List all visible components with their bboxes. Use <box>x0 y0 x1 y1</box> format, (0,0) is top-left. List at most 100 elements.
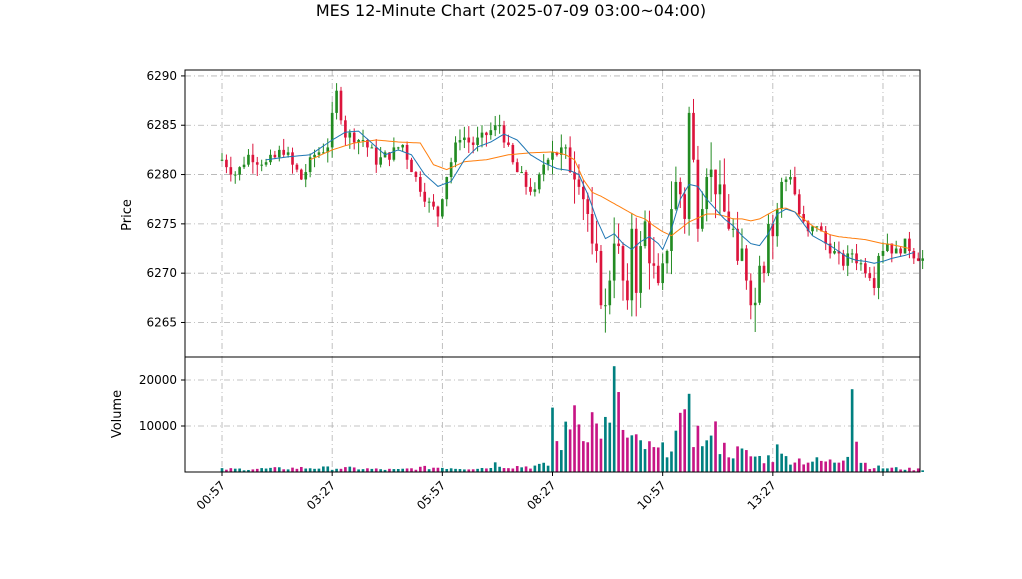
candle-body <box>758 265 761 303</box>
volume-bar <box>357 469 360 472</box>
candle <box>894 240 898 254</box>
candle <box>255 156 259 176</box>
candle-body <box>555 152 559 155</box>
candle <box>661 253 664 291</box>
candle <box>498 114 501 134</box>
volume-bar <box>775 444 779 472</box>
volume-bar <box>352 467 356 472</box>
candle <box>692 98 695 163</box>
candle <box>286 146 290 158</box>
volume-bar <box>718 454 722 472</box>
candle <box>511 142 515 165</box>
candle <box>449 157 453 184</box>
volume-bar <box>586 442 590 472</box>
candle-body <box>630 228 634 301</box>
volume-bar <box>339 468 343 472</box>
candle-body <box>533 189 537 192</box>
ma-slow-line <box>309 139 910 249</box>
candle <box>467 126 471 153</box>
candle <box>507 134 510 147</box>
candle-body <box>295 164 299 170</box>
candle-body <box>564 147 568 149</box>
volume-bar <box>617 392 620 472</box>
volume-tick-label: 20000 <box>139 373 177 387</box>
volume-bar <box>846 456 850 472</box>
volume-bar <box>370 468 374 472</box>
volume-bar <box>749 456 753 472</box>
candle <box>811 225 814 236</box>
candle <box>916 252 920 262</box>
candle <box>405 141 409 170</box>
candle-body <box>546 159 550 165</box>
volume-bar <box>612 366 616 472</box>
candle-body <box>273 154 277 158</box>
candle <box>300 168 303 181</box>
volume-bar <box>762 463 766 472</box>
candle <box>308 153 312 178</box>
candle <box>639 231 642 308</box>
candle-body <box>445 177 449 200</box>
candle <box>824 226 828 251</box>
x-tick-label: 08:27 <box>524 478 558 512</box>
candle-body <box>815 226 819 228</box>
candle <box>683 187 687 234</box>
candle-body <box>418 177 422 192</box>
candle-body <box>727 211 731 229</box>
candle-body <box>471 142 475 145</box>
volume-bar <box>335 468 338 472</box>
candle <box>559 134 563 171</box>
candle <box>634 217 638 317</box>
candle-body <box>251 154 255 163</box>
volume-bar <box>736 446 739 472</box>
volume-bar <box>568 429 572 472</box>
candle-body <box>577 179 581 187</box>
candle-body <box>326 147 330 153</box>
candle-body <box>797 194 801 214</box>
volume-bar <box>551 407 554 472</box>
candle-body <box>855 253 858 264</box>
candle-body <box>890 243 894 254</box>
volume-bar <box>454 468 457 472</box>
volume-bar <box>436 467 440 472</box>
volume-bar <box>542 462 546 472</box>
candle-body <box>696 159 700 229</box>
candle-body <box>824 231 828 244</box>
candle-body <box>828 243 832 254</box>
candle-body <box>282 149 286 155</box>
candle-body <box>247 154 250 165</box>
candle-body <box>665 250 669 264</box>
volume-bar <box>269 467 272 472</box>
volume-bar <box>811 461 814 472</box>
volume-bar <box>485 468 488 472</box>
candle <box>242 156 246 170</box>
volume-bar <box>687 393 691 472</box>
volume-bar <box>767 455 770 472</box>
volume-bar <box>361 469 365 472</box>
x-tick-label: 10:57 <box>634 478 668 512</box>
volume-bar <box>577 424 581 472</box>
price-panel <box>220 83 924 333</box>
candle-body <box>335 90 338 113</box>
volume-bar <box>771 462 775 472</box>
volume-bar <box>559 450 563 472</box>
price-tick-label: 6280 <box>146 168 177 182</box>
candle-body <box>551 152 554 160</box>
volume-bar <box>723 442 726 472</box>
candle <box>344 115 347 146</box>
volume-bar <box>639 440 642 472</box>
candle <box>775 202 779 247</box>
axes: 6265 6270 6275 6280 6285 6290 10000 20000 00:57 0… <box>139 69 921 513</box>
volume-bar <box>595 423 598 472</box>
candle-body <box>784 179 788 182</box>
candle-body <box>833 250 836 254</box>
candle-body <box>454 142 457 163</box>
volume-bar <box>502 468 506 472</box>
candle-body <box>366 140 369 148</box>
candle-body <box>612 243 616 281</box>
volume-bar <box>507 468 510 472</box>
candle-body <box>277 149 281 158</box>
candle-body <box>886 243 889 251</box>
candle <box>388 152 391 167</box>
candle <box>568 136 572 173</box>
